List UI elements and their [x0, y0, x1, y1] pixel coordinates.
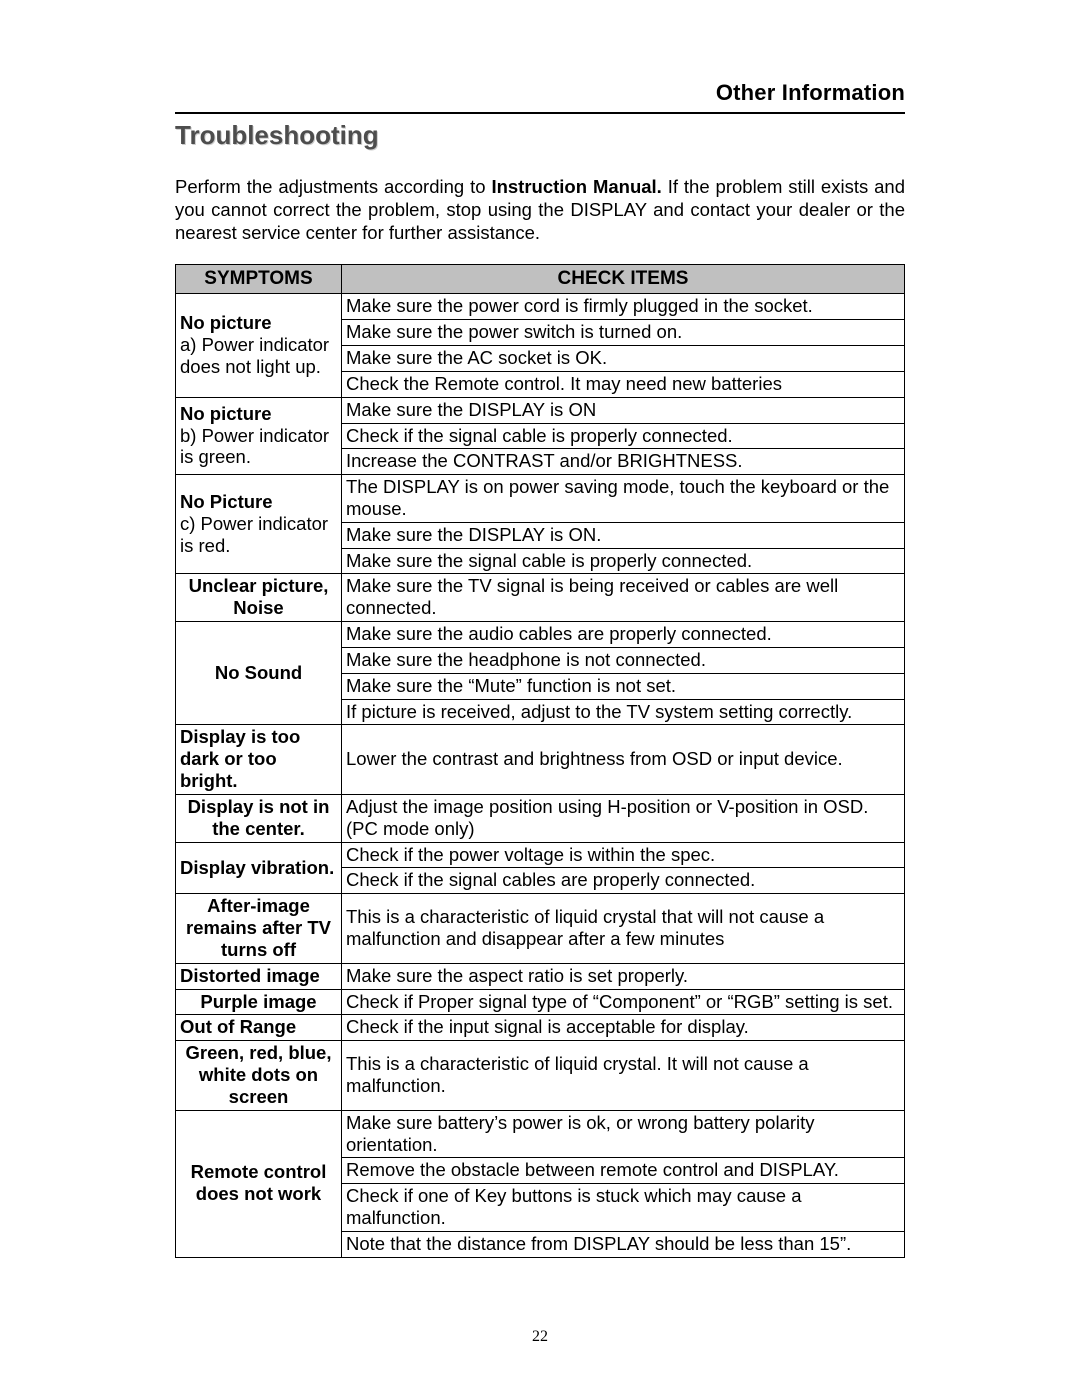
check-cell: Make sure the power switch is turned on. [342, 320, 905, 346]
symptom-cell: Purple image [176, 989, 342, 1015]
troubleshooting-table: SYMPTOMS CHECK ITEMS No picturea) Power … [175, 264, 905, 1257]
check-cell: Make sure the audio cables are properly … [342, 622, 905, 648]
symptom-sub: b) Power indicator is green. [180, 425, 337, 469]
symptom-cell: No Sound [176, 622, 342, 725]
symptom-title: After-image remains after TV turns off [186, 895, 331, 960]
symptom-title: No Picture [180, 491, 337, 513]
check-cell: The DISPLAY is on power saving mode, tou… [342, 475, 905, 523]
check-cell: Make sure the AC socket is OK. [342, 346, 905, 372]
check-cell: Make sure the DISPLAY is ON [342, 397, 905, 423]
table-row: No Picturec) Power indicator is red.The … [176, 475, 905, 523]
symptom-cell: Distorted image [176, 963, 342, 989]
symptom-cell: No Picturec) Power indicator is red. [176, 475, 342, 574]
section-header: Other Information [175, 80, 905, 106]
check-cell: Check if the input signal is acceptable … [342, 1015, 905, 1041]
table-row: No picturea) Power indicator does not li… [176, 294, 905, 320]
table-row: No SoundMake sure the audio cables are p… [176, 622, 905, 648]
page-title: Troubleshooting [175, 120, 905, 151]
symptom-title: No picture [180, 403, 337, 425]
symptom-title: Display is too dark or too bright. [180, 726, 337, 791]
symptom-title: No picture [180, 312, 337, 334]
symptom-cell: Remote control does not work [176, 1110, 342, 1257]
table-row: Display is too dark or too bright.Lower … [176, 725, 905, 794]
symptom-cell: Display is too dark or too bright. [176, 725, 342, 794]
th-symptoms: SYMPTOMS [176, 265, 342, 294]
check-cell: Make sure the DISPLAY is ON. [342, 522, 905, 548]
check-cell: Check the Remote control. It may need ne… [342, 371, 905, 397]
table-row: No pictureb) Power indicator is green.Ma… [176, 397, 905, 423]
table-row: Remote control does not workMake sure ba… [176, 1110, 905, 1158]
page-number: 22 [175, 1328, 905, 1346]
symptom-cell: After-image remains after TV turns off [176, 894, 342, 963]
symptom-title: No Sound [215, 662, 302, 683]
symptom-cell: Unclear picture, Noise [176, 574, 342, 622]
table-row: After-image remains after TV turns offTh… [176, 894, 905, 963]
symptom-title: Display vibration. [180, 857, 337, 879]
check-cell: Adjust the image position using H-positi… [342, 794, 905, 842]
check-cell: Make sure battery’s power is ok, or wron… [342, 1110, 905, 1158]
table-row: Out of RangeCheck if the input signal is… [176, 1015, 905, 1041]
check-cell: This is a characteristic of liquid cryst… [342, 1041, 905, 1110]
check-cell: Check if the power voltage is within the… [342, 842, 905, 868]
table-row: Unclear picture, Noise Make sure the TV s… [176, 574, 905, 622]
check-cell: Check if one of Key buttons is stuck whi… [342, 1184, 905, 1232]
symptom-sub: c) Power indicator is red. [180, 513, 337, 557]
table-row: Purple image Check if Proper signal type … [176, 989, 905, 1015]
check-cell: Increase the CONTRAST and/or BRIGHTNESS. [342, 449, 905, 475]
check-cell: Make sure the power cord is firmly plugg… [342, 294, 905, 320]
check-cell: Check if the signal cable is properly co… [342, 423, 905, 449]
rule [175, 112, 905, 114]
check-cell: This is a characteristic of liquid cryst… [342, 894, 905, 963]
check-cell: Make sure the “Mute” function is not set… [342, 673, 905, 699]
check-cell: If picture is received, adjust to the TV… [342, 699, 905, 725]
intro-pre: Perform the adjustments according to [175, 176, 491, 197]
intro-bold: Instruction Manual. [491, 176, 661, 197]
table-row: Distorted imageMake sure the aspect rati… [176, 963, 905, 989]
symptom-title: Out of Range [180, 1016, 337, 1038]
check-cell: Make sure the aspect ratio is set proper… [342, 963, 905, 989]
symptom-cell: Green, red, blue, white dots on screen [176, 1041, 342, 1110]
table-row: Green, red, blue, white dots on screenTh… [176, 1041, 905, 1110]
symptom-title: Remote control does not work [191, 1161, 327, 1204]
symptom-cell: Out of Range [176, 1015, 342, 1041]
symptom-title: Purple image [200, 991, 316, 1012]
check-cell: Remove the obstacle between remote contr… [342, 1158, 905, 1184]
table-row: Display vibration.Check if the power vol… [176, 842, 905, 868]
check-cell: Make sure the TV signal is being receive… [342, 574, 905, 622]
check-cell: Make sure the headphone is not connected… [342, 647, 905, 673]
symptom-cell: Display vibration. [176, 842, 342, 894]
symptom-sub: a) Power indicator does not light up. [180, 334, 337, 378]
check-cell: Make sure the signal cable is properly c… [342, 548, 905, 574]
check-cell: Lower the contrast and brightness from O… [342, 725, 905, 794]
symptom-title: Display is not in the center. [188, 796, 330, 839]
symptom-cell: No picturea) Power indicator does not li… [176, 294, 342, 397]
check-cell: Note that the distance from DISPLAY shou… [342, 1231, 905, 1257]
th-check: CHECK ITEMS [342, 265, 905, 294]
check-cell: Check if Proper signal type of “Componen… [342, 989, 905, 1015]
symptom-cell: No pictureb) Power indicator is green. [176, 397, 342, 474]
symptom-title: Unclear picture, Noise [189, 575, 329, 618]
intro-paragraph: Perform the adjustments according to Ins… [175, 175, 905, 244]
check-cell: Check if the signal cables are properly … [342, 868, 905, 894]
page: Other Information Troubleshooting Perfor… [0, 0, 1080, 1346]
symptom-title: Green, red, blue, white dots on screen [186, 1042, 332, 1107]
table-head-row: SYMPTOMS CHECK ITEMS [176, 265, 905, 294]
table-row: Display is not in the center. Adjust the … [176, 794, 905, 842]
symptom-cell: Display is not in the center. [176, 794, 342, 842]
symptom-title: Distorted image [180, 965, 337, 987]
